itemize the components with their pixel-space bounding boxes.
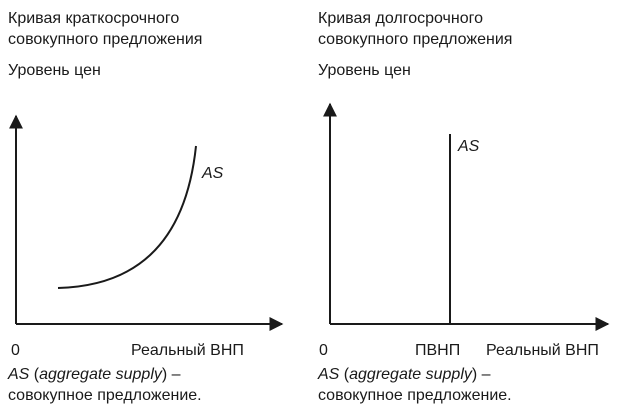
right-title-line2: совокупного предложения: [318, 31, 513, 48]
left-note-abbr: AS: [8, 366, 30, 383]
right-title-line1: Кривая долгосрочного: [318, 10, 483, 27]
left-origin-label: 0: [11, 342, 20, 359]
left-note-open-paren: (: [33, 366, 40, 383]
right-tick-label-pvnp: ПВНП: [415, 342, 461, 359]
right-y-axis-label: Уровень цен: [318, 62, 411, 79]
right-note-abbr: AS: [318, 366, 340, 383]
left-note-english: aggregate supply: [39, 366, 162, 383]
left-as-curve: [57, 145, 197, 289]
left-curve-label: AS: [202, 165, 224, 182]
right-note-english: aggregate supply: [349, 366, 472, 383]
left-y-axis-label: Уровень цен: [8, 62, 101, 79]
left-note-close-paren: ) –: [161, 366, 181, 383]
left-title-line2: совокупного предложения: [8, 31, 203, 48]
right-note-close-paren: ) –: [471, 366, 491, 383]
right-curve-label: AS: [458, 138, 480, 155]
right-note-line1: AS (aggregate supply) –: [318, 365, 491, 384]
right-origin-label: 0: [319, 342, 328, 359]
left-note-line1: AS (aggregate supply) –: [8, 365, 181, 384]
left-note-line2: совокупное предложение.: [8, 387, 202, 404]
right-x-axis-label: Реальный ВНП: [486, 342, 599, 359]
right-note-line2: совокупное предложение.: [318, 387, 512, 404]
left-title-line1: Кривая краткосрочного: [8, 10, 180, 27]
left-x-axis-label: Реальный ВНП: [131, 342, 244, 359]
right-note-open-paren: (: [343, 366, 350, 383]
